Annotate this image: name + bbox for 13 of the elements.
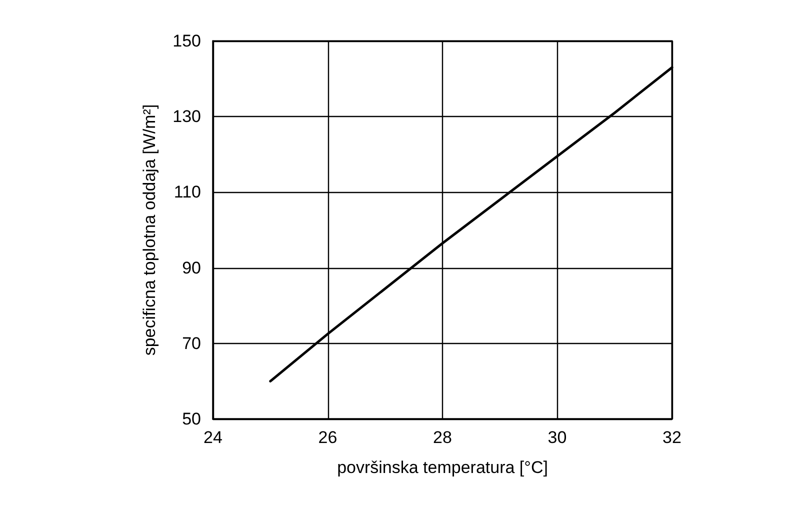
y-tick-label: 90 <box>182 258 201 278</box>
x-axis-title: površinska temperatura [°C] <box>337 458 548 477</box>
x-tick-label: 32 <box>662 428 682 447</box>
y-tick-label: 130 <box>172 107 201 126</box>
x-tick-label: 30 <box>548 428 567 447</box>
y-tick-label: 50 <box>182 410 201 428</box>
y-tick-label: 150 <box>172 32 201 50</box>
x-tick-label: 24 <box>204 428 222 447</box>
y-tick-label: 110 <box>174 182 201 202</box>
x-tick-label: 26 <box>318 428 338 447</box>
x-tick-label: 28 <box>433 428 452 447</box>
y-axis-title: specificna toplotna oddaja [W/m²] <box>140 104 159 356</box>
y-tick-label: 70 <box>182 334 201 353</box>
